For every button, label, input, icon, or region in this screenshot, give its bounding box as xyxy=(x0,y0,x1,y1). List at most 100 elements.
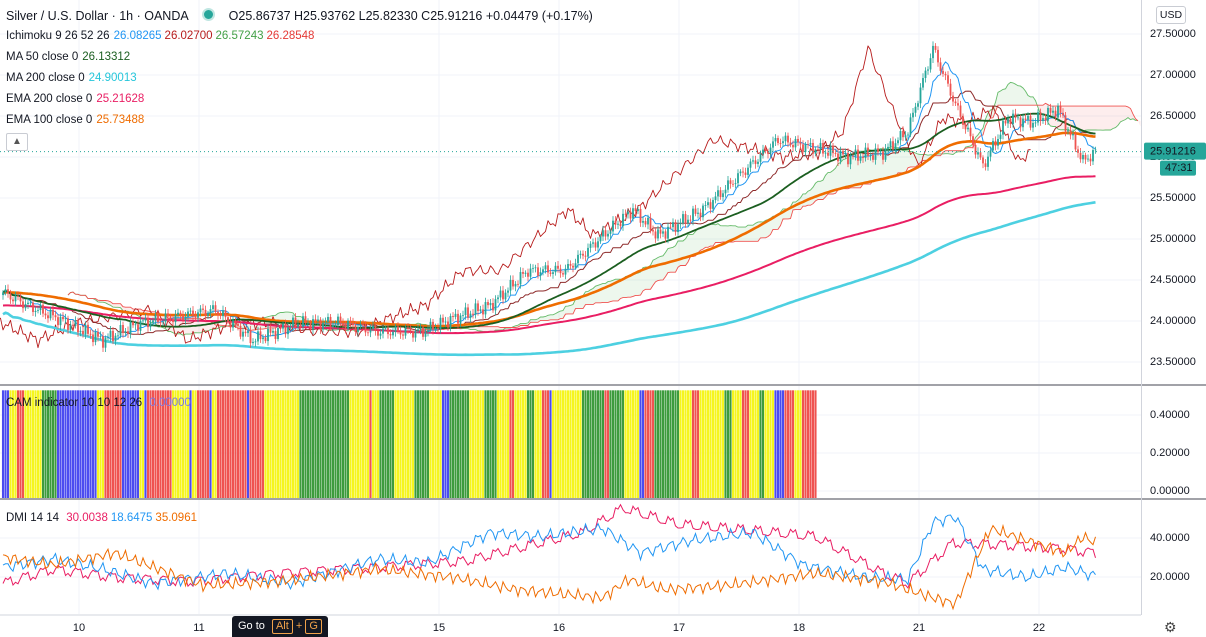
goto-button[interactable]: Go to Alt + G xyxy=(232,616,328,637)
symbol-title[interactable]: Silver / U.S. Dollar · 1h · OANDA xyxy=(6,9,189,23)
collapse-legend-button[interactable]: ▲ xyxy=(6,133,28,151)
candle-body xyxy=(197,312,199,318)
candle-body xyxy=(929,58,932,70)
candle-body xyxy=(319,319,322,330)
cam-bar xyxy=(44,390,47,498)
cam-bar xyxy=(34,390,37,498)
candle-body xyxy=(722,193,724,198)
cam-bar xyxy=(704,390,707,498)
cam-bar xyxy=(586,390,590,498)
cam-bar xyxy=(636,390,640,498)
cloud-segment xyxy=(483,326,486,332)
cam-bar xyxy=(444,390,447,498)
cam-bar xyxy=(129,390,132,498)
candle-body xyxy=(627,211,629,215)
cam-bar xyxy=(189,390,192,498)
cam-bar xyxy=(239,390,242,498)
cam-bar xyxy=(674,390,677,498)
cam-bar xyxy=(796,390,800,498)
cloud-segment xyxy=(808,189,811,206)
indicator-legend-row[interactable]: EMA 100 close 0 25.73488 xyxy=(6,113,147,127)
indicator-legend-row[interactable]: MA 200 close 0 24.90013 xyxy=(6,71,140,85)
candle-body xyxy=(902,131,904,138)
candle-body xyxy=(677,224,679,233)
cam-bar xyxy=(559,390,562,498)
cam-bar xyxy=(621,390,625,498)
cam-bar xyxy=(811,390,815,498)
cam-bar xyxy=(516,390,520,498)
cloud-segment xyxy=(670,247,673,273)
cloud-segment xyxy=(493,326,496,333)
cam-bar xyxy=(739,390,742,498)
cam-bar xyxy=(489,390,492,498)
cam-bar xyxy=(344,390,347,498)
cam-bar xyxy=(414,390,417,498)
candle-body xyxy=(1054,110,1057,118)
cam-bar xyxy=(211,390,215,498)
candle-body xyxy=(754,160,757,164)
candle-body xyxy=(134,324,137,326)
indicator-legend-row[interactable]: MA 50 close 0 26.13312 xyxy=(6,50,133,64)
cam-bar xyxy=(151,390,155,498)
cam-bar xyxy=(176,390,180,498)
cloud-segment xyxy=(725,225,728,242)
candle-body xyxy=(907,134,909,136)
indicator-legend-row[interactable]: Ichimoku 9 26 52 26 26.08265 26.02700 26.57… xyxy=(6,29,317,43)
candle-body xyxy=(244,331,247,334)
candle-body xyxy=(604,230,607,237)
cam-tick-label: 0.40000 xyxy=(1150,409,1190,421)
cam-bar xyxy=(719,390,722,498)
cloud-segment xyxy=(1095,106,1098,131)
cam-bar xyxy=(399,390,402,498)
cam-label[interactable]: CAM indicator 10 10 12 26 xyxy=(6,397,143,409)
candle-body xyxy=(414,330,417,338)
cam-bar xyxy=(706,390,710,498)
cam-bar xyxy=(729,390,732,498)
candle-body xyxy=(239,325,242,337)
indicator-legend-row[interactable]: EMA 200 close 0 25.21628 xyxy=(6,92,147,106)
chart-header: Silver / U.S. Dollar · 1h · OANDA O25.86… xyxy=(6,8,597,23)
time-tick-label: 10 xyxy=(73,622,85,634)
candle-body xyxy=(362,324,364,326)
currency-button[interactable]: USD xyxy=(1156,6,1186,24)
candle-body xyxy=(557,265,559,269)
candle-body xyxy=(392,331,394,336)
cloud-segment xyxy=(975,134,978,142)
cam-bar xyxy=(241,390,245,498)
cam-bar xyxy=(261,390,265,498)
candle-body xyxy=(382,328,384,334)
cloud-segment xyxy=(488,326,491,332)
cloud-segment xyxy=(825,172,828,197)
dmi-label[interactable]: DMI 14 14 xyxy=(6,512,60,524)
cam-bar xyxy=(529,390,532,498)
cam-bar xyxy=(66,390,70,498)
indicator-label: EMA 100 close 0 xyxy=(6,114,93,126)
cam-bar xyxy=(1,390,5,498)
settings-gear-icon[interactable]: ⚙ xyxy=(1164,619,1177,635)
cam-bar xyxy=(384,390,387,498)
cloud-segment xyxy=(540,316,543,321)
cam-bar xyxy=(136,390,140,498)
cam-bar xyxy=(224,390,227,498)
candle-body xyxy=(312,319,314,330)
candle-body xyxy=(719,190,722,198)
candle-body xyxy=(157,314,159,322)
cam-bar xyxy=(651,390,655,498)
candle-body xyxy=(687,219,689,224)
cam-bar xyxy=(634,390,637,498)
cam-bar xyxy=(556,390,560,498)
cam-bar xyxy=(629,390,632,498)
cam-tick-label: 0.00000 xyxy=(1150,485,1190,497)
candle-body xyxy=(307,322,309,324)
cloud-segment xyxy=(623,276,626,298)
candle-body xyxy=(827,152,829,156)
indicator-value: 25.21628 xyxy=(96,93,145,105)
cam-bar xyxy=(114,390,117,498)
cloud-segment xyxy=(815,181,818,201)
cam-bar xyxy=(589,390,592,498)
candle-body xyxy=(84,324,87,335)
candle-body xyxy=(1067,130,1069,132)
candle-body xyxy=(887,146,889,149)
candle-body xyxy=(189,310,192,312)
